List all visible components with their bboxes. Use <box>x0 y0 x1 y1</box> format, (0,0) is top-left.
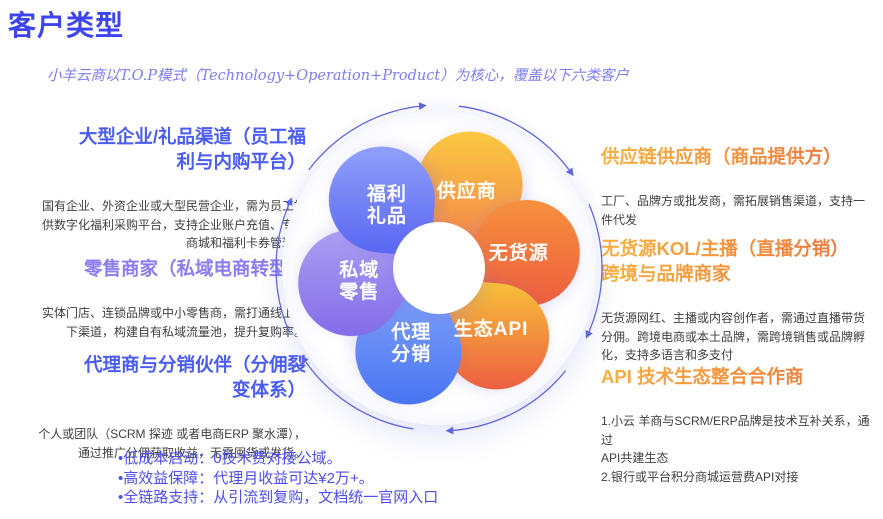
block-body: 1.小云 羊商与SCRM/ERP品牌是技术互补关系，通过 API共建生态 2.银… <box>601 414 870 484</box>
customer-block-retail: 零售商家（私域电商转型） 实体门店、连锁品牌或中小零售商，需打通线上线 下渠道，… <box>18 238 306 359</box>
petal-label: 福利 礼品 <box>366 183 407 227</box>
block-heading: 无货源KOL/主播（直播分销） 跨境与品牌商家 <box>601 236 879 286</box>
petal-label: 供应商 <box>436 180 497 202</box>
list-item: •高效益保障：代理月收益可达¥2万+。 <box>118 469 374 487</box>
key-points-list: •低成本启动：0技术费对接公域。 •高效益保障：代理月收益可达¥2万+。 •全链… <box>118 449 438 508</box>
page-subtitle: 小羊云商以T.O.P模式（Technology+Operation+Produc… <box>47 68 629 84</box>
flower-diagram: 供应商无货源生态API 代理 分销 私域 零售 福利 礼品 <box>269 98 609 438</box>
list-item: •低成本启动：0技术费对接公域。 <box>118 450 342 467</box>
block-body: 实体门店、连锁品牌或中小零售商，需打通线上线 下渠道，构建自有私域流量池，提升复… <box>41 306 306 339</box>
block-body: 工厂、品牌方或批发商，需拓展销售渠道，支持一 件代发 <box>601 194 866 227</box>
customer-block-agent: 代理商与分销伙伴（分佣裂 变体系） 个人或团队（SCRM 探迹 或者电商ERP … <box>18 334 306 480</box>
list-item: •全链路支持：从引流到复购，文档统一官网入口 <box>118 489 439 506</box>
block-heading: 零售商家（私域电商转型） <box>83 258 306 279</box>
petal-label: 无货源 <box>488 242 549 264</box>
customer-block-kol-crossborder: 无货源KOL/主播（直播分销） 跨境与品牌商家 无货源网红、主播或内容创作者，需… <box>601 218 879 383</box>
block-heading: 代理商与分销伙伴（分佣裂 变体系） <box>83 354 306 400</box>
center-circle <box>393 222 485 314</box>
petal-label: 生态API <box>453 319 529 341</box>
block-body: 无货源网红、主播或内容创作者，需通过直播带货 分佣。跨境电商或本土品牌，需跨境销… <box>601 311 866 362</box>
block-body: 个人或团队（SCRM 探迹 或者电商ERP 聚水潭）， 通过推广分佣获取收益，无… <box>38 427 306 460</box>
customer-block-enterprise-gift: 大型企业/礼品渠道（员工福 利与内购平台） 国有企业、外资企业或大型民营企业，需… <box>18 106 306 271</box>
block-heading: API 技术生态整合合作商 <box>601 364 879 389</box>
petal-label: 私域 零售 <box>339 260 380 304</box>
block-body: 国有企业、外资企业或大型民营企业，需为员工提 供数字化福利采购平台，支持企业账户… <box>41 199 306 250</box>
block-heading: 大型企业/礼品渠道（员工福 利与内购平台） <box>78 126 306 172</box>
customer-block-api: API 技术生态整合合作商 1.小云 羊商与SCRM/ERP品牌是技术互补关系，… <box>601 346 879 504</box>
petal-label: 代理 分销 <box>391 322 432 366</box>
block-heading: 供应链供应商（商品提供方） <box>601 144 879 169</box>
page-title: 客户类型 <box>8 10 125 41</box>
customer-block-supplier: 供应链供应商（商品提供方） 工厂、品牌方或批发商，需拓展销售渠道，支持一 件代发 <box>601 126 879 247</box>
